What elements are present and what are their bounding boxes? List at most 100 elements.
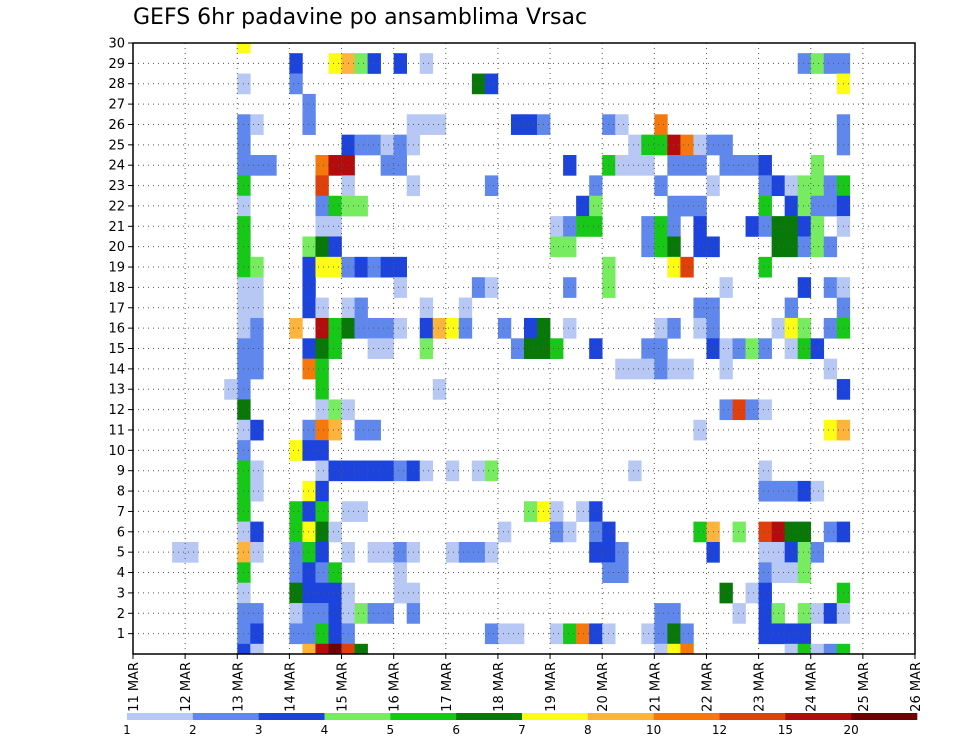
heatmap-cell — [302, 93, 316, 115]
y-tick-label: 27 — [108, 98, 125, 113]
heatmap-cell — [563, 155, 577, 176]
y-tick-label: 28 — [108, 77, 125, 92]
heatmap-cell — [745, 399, 759, 421]
heatmap-cell — [380, 338, 394, 359]
heatmap-cell — [615, 114, 629, 135]
heatmap-cell — [380, 603, 394, 624]
heatmap-cell — [393, 541, 407, 563]
heatmap-cell — [250, 541, 264, 563]
heatmap-cell — [693, 155, 707, 176]
y-tick-label: 7 — [117, 505, 125, 520]
heatmap-cell — [823, 643, 838, 655]
colorbar: 1 2 3 4 5 6 7 8 10 12 15 20 — [123, 713, 918, 737]
heatmap-cell — [732, 399, 746, 421]
heatmap-cell — [641, 358, 655, 380]
heatmap-cell — [328, 460, 342, 482]
heatmap-cell — [745, 582, 759, 604]
heatmap-cell — [250, 114, 264, 135]
heatmap-cell — [328, 419, 342, 441]
heatmap-cell — [823, 53, 838, 74]
x-tick-label: 11 MAR — [127, 662, 142, 712]
heatmap-cell — [784, 521, 798, 543]
heatmap-cell — [758, 195, 772, 217]
heatmap-cell — [315, 256, 329, 278]
heatmap-cell — [315, 297, 329, 319]
heatmap-cell — [328, 603, 342, 624]
heatmap-cell — [510, 338, 525, 359]
y-axis: 1234567891011121314151617181920212223242… — [108, 37, 133, 642]
heatmap-cell — [784, 562, 798, 584]
heatmap-cell — [797, 480, 812, 502]
heatmap-cell — [810, 643, 825, 655]
heatmap-cell — [289, 562, 303, 584]
heatmap-cell — [367, 419, 381, 441]
heatmap-cell — [328, 317, 342, 339]
heatmap-cell — [589, 521, 603, 543]
y-tick-label: 21 — [108, 220, 125, 235]
heatmap-cell — [354, 297, 368, 319]
heatmap-cell — [302, 501, 316, 522]
heatmap-cell — [784, 297, 798, 319]
heatmap-cell — [419, 460, 434, 482]
heatmap-cell — [680, 358, 694, 380]
heatmap-cell — [810, 236, 825, 258]
heatmap-cell — [315, 643, 329, 655]
heatmap-cell — [419, 114, 434, 135]
heatmap-cell — [302, 338, 316, 359]
heatmap-cell — [250, 603, 264, 624]
heatmap-cell — [302, 440, 316, 461]
heatmap-cell — [784, 317, 798, 339]
heatmap-cell — [250, 256, 264, 278]
y-tick-label: 30 — [108, 37, 125, 52]
heatmap-cell — [250, 155, 264, 176]
heatmap-cell — [758, 603, 772, 624]
heatmap-cell — [250, 358, 264, 380]
y-tick-label: 23 — [108, 179, 125, 194]
heatmap-cell — [315, 440, 329, 461]
heatmap-cell — [302, 236, 316, 258]
heatmap-cell — [354, 603, 368, 624]
heatmap-cell — [758, 175, 772, 197]
x-tick-label: 20 MAR — [596, 662, 611, 712]
heatmap-cell — [719, 277, 733, 298]
heatmap-cell — [510, 623, 525, 645]
colorbar-segment — [456, 713, 523, 720]
heatmap-cell — [524, 317, 538, 339]
heatmap-cell — [302, 623, 316, 645]
heatmap-cell — [641, 216, 655, 237]
heatmap-cell — [315, 460, 329, 482]
heatmap-cell — [719, 155, 733, 176]
heatmap-cell — [432, 379, 447, 400]
colorbar-segment — [587, 713, 654, 720]
heatmap-cell — [250, 643, 264, 655]
heatmap-cell — [719, 358, 733, 380]
colorbar-label: 4 — [321, 723, 329, 737]
heatmap-cell — [550, 236, 564, 258]
heatmap-cell — [693, 195, 707, 217]
heatmap-cell — [367, 256, 381, 278]
heatmap-cell — [641, 155, 655, 176]
heatmap-cell — [432, 114, 447, 135]
heatmap-cell — [628, 358, 642, 380]
heatmap-cell — [250, 338, 264, 359]
y-tick-label: 3 — [117, 586, 125, 601]
heatmap-cell — [445, 541, 460, 563]
colorbar-segment — [258, 713, 325, 720]
colorbar-segment — [192, 713, 259, 720]
y-tick-label: 22 — [108, 199, 125, 214]
heatmap-cell — [797, 195, 812, 217]
heatmap-cell — [654, 236, 668, 258]
heatmap-cell — [563, 236, 577, 258]
heatmap-cell — [654, 216, 668, 237]
heatmap-cell — [224, 379, 238, 400]
heatmap-cell — [315, 155, 329, 176]
y-tick-label: 24 — [108, 159, 125, 174]
heatmap-cell — [419, 297, 434, 319]
heatmap-cell — [250, 480, 264, 502]
heatmap-cell — [380, 155, 394, 176]
heatmap-cell — [797, 317, 812, 339]
heatmap-cell — [810, 175, 825, 197]
heatmap-cell — [784, 236, 798, 258]
heatmap-cell — [589, 541, 603, 563]
y-tick-label: 2 — [117, 607, 125, 622]
